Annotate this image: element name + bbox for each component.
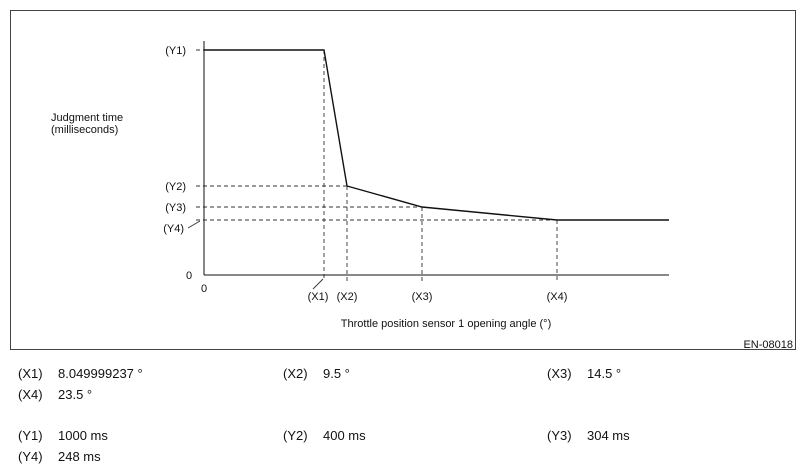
legend-y4-value: 248 ms (58, 449, 101, 464)
origin-y-label: 0 (186, 270, 192, 282)
legend-x3-value: 14.5 ° (587, 366, 622, 381)
legend-x4-value: 23.5 ° (58, 387, 93, 402)
legend-y4: (Y4) 248 ms (18, 449, 101, 464)
legend-x2: (X2) 9.5 ° (283, 366, 350, 381)
x-tick-x4: (X4) (547, 291, 568, 303)
y-tick-y2: (Y2) (165, 181, 186, 193)
origin-x-label: 0 (201, 283, 207, 295)
x-axis-label: Throttle position sensor 1 opening angle… (341, 318, 551, 330)
legend-y3: (Y3) 304 ms (547, 428, 630, 443)
legend-y1: (Y1) 1000 ms (18, 428, 108, 443)
legend-y3-value: 304 ms (587, 428, 630, 443)
legend-x2-tag: (X2) (283, 366, 308, 381)
legend-x4-tag: (X4) (18, 387, 43, 402)
y-leader-y4 (187, 220, 201, 229)
series-line (204, 49, 669, 221)
legend-x1: (X1) 8.049999237 ° (18, 366, 143, 381)
legend-y2: (Y2) 400 ms (283, 428, 366, 443)
y-tick-y1: (Y1) (165, 45, 186, 57)
y-axis-label-line-1: Judgment time (51, 112, 123, 124)
x-leader-x1 (312, 278, 324, 290)
legend-x1-tag: (X1) (18, 366, 43, 381)
legend-x4: (X4) 23.5 ° (18, 387, 92, 402)
legend-y1-value: 1000 ms (58, 428, 108, 443)
figure-id: EN-08018 (743, 339, 793, 351)
legend-y4-tag: (Y4) (18, 449, 43, 464)
chart-frame: (Y1) (Y2) (Y3) (Y4) (X1) (X2) (X3) (X4) Judgmen… (10, 10, 796, 351)
guide-lines (187, 49, 669, 290)
y-axis-label-line-2: (milliseconds) (51, 124, 118, 136)
chart-svg: (Y1) (Y2) (Y3) (Y4) (X1) (X2) (X3) (X4) Judgmen… (51, 41, 793, 351)
legend-y1-tag: (Y1) (18, 428, 43, 443)
legend-x3-tag: (X3) (547, 366, 572, 381)
legend-y2-value: 400 ms (323, 428, 366, 443)
tick-labels: (Y1) (Y2) (Y3) (Y4) (X1) (X2) (X3) (X4) (163, 45, 567, 303)
legend-x1-value: 8.049999237 ° (58, 366, 143, 381)
x-tick-x2: (X2) (337, 291, 358, 303)
x-tick-x3: (X3) (412, 291, 433, 303)
legend-y3-tag: (Y3) (547, 428, 572, 443)
y-tick-y3: (Y3) (165, 202, 186, 214)
x-tick-x1: (X1) (308, 291, 329, 303)
legend-x2-value: 9.5 ° (323, 366, 350, 381)
legend-x3: (X3) 14.5 ° (547, 366, 621, 381)
y-tick-y4: (Y4) (163, 223, 184, 235)
legend-y2-tag: (Y2) (283, 428, 308, 443)
